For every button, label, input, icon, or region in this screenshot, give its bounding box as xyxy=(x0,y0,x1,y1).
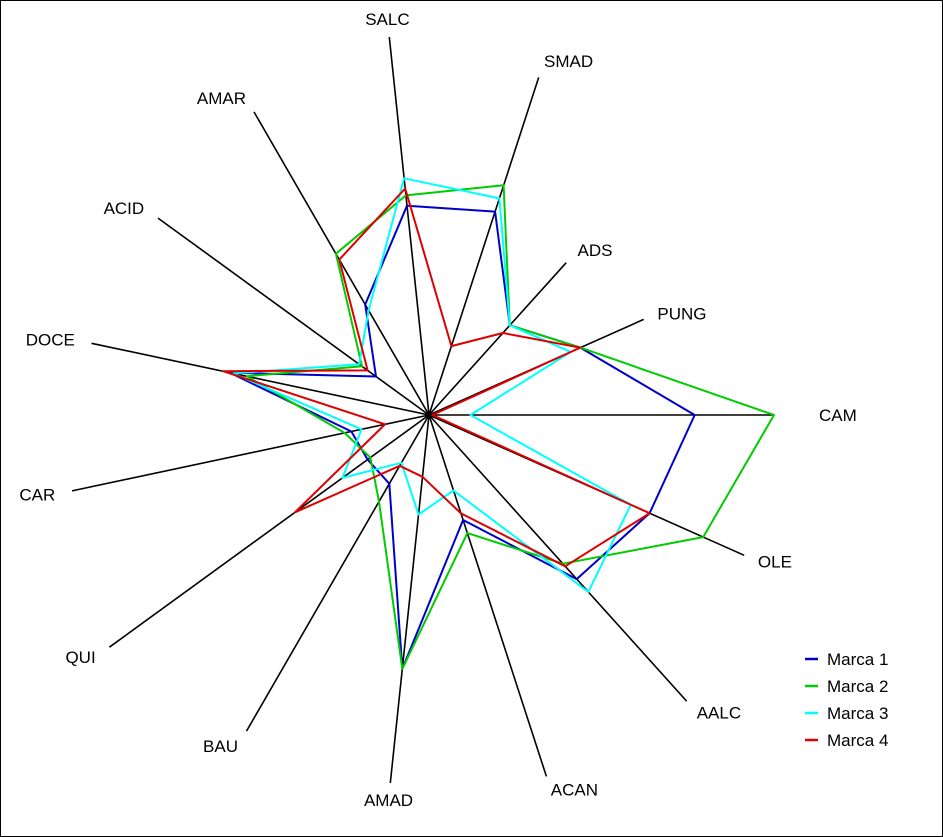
axis-spoke-ads xyxy=(428,262,567,416)
legend: Marca 1 Marca 2 Marca 3 Marca 4 xyxy=(805,650,888,750)
legend-label-marca-3: Marca 3 xyxy=(827,704,888,723)
axis-spoke-bau xyxy=(245,414,430,732)
axis-spoke-salc xyxy=(388,37,430,416)
axis-spokes xyxy=(71,37,774,784)
axis-label-smad: SMAD xyxy=(544,52,593,71)
series-line-marca-2 xyxy=(245,184,775,670)
axis-label-cam: CAM xyxy=(819,406,857,425)
axis-spoke-acan xyxy=(428,414,548,777)
axis-label-amad: AMAD xyxy=(364,791,413,810)
axis-label-acan: ACAN xyxy=(551,781,598,800)
axis-spoke-qui xyxy=(108,414,430,648)
axis-spoke-acid xyxy=(157,217,430,416)
axis-labels: CAM PUNG ADS SMAD SALC AMAR ACID DOCE CAR QUI BAU A… xyxy=(19,10,856,810)
axis-label-car: CAR xyxy=(19,485,55,504)
axis-label-ads: ADS xyxy=(578,241,613,260)
axis-label-bau: BAU xyxy=(203,737,238,756)
axis-label-amar: AMAR xyxy=(197,89,246,108)
axis-label-doce: DOCE xyxy=(26,331,75,350)
axis-spoke-car xyxy=(71,414,430,492)
axis-spoke-smad xyxy=(428,77,540,416)
axis-label-acid: ACID xyxy=(104,199,145,218)
axis-spoke-amar xyxy=(253,111,430,416)
series-line-marca-4 xyxy=(222,187,651,568)
axis-label-salc: SALC xyxy=(365,10,409,29)
legend-label-marca-2: Marca 2 xyxy=(827,677,888,696)
axis-label-ole: OLE xyxy=(758,552,792,571)
axis-label-pung: PUNG xyxy=(657,304,706,323)
series-lines xyxy=(222,177,775,670)
axis-spoke-aalc xyxy=(428,414,688,702)
axis-label-aalc: AALC xyxy=(697,703,741,722)
legend-label-marca-1: Marca 1 xyxy=(827,650,888,669)
axis-label-qui: QUI xyxy=(65,648,95,667)
axis-spoke-doce xyxy=(91,342,430,416)
series-line-marca-3 xyxy=(232,177,632,593)
legend-label-marca-4: Marca 4 xyxy=(827,731,888,750)
series-line-marca-1 xyxy=(228,204,696,670)
